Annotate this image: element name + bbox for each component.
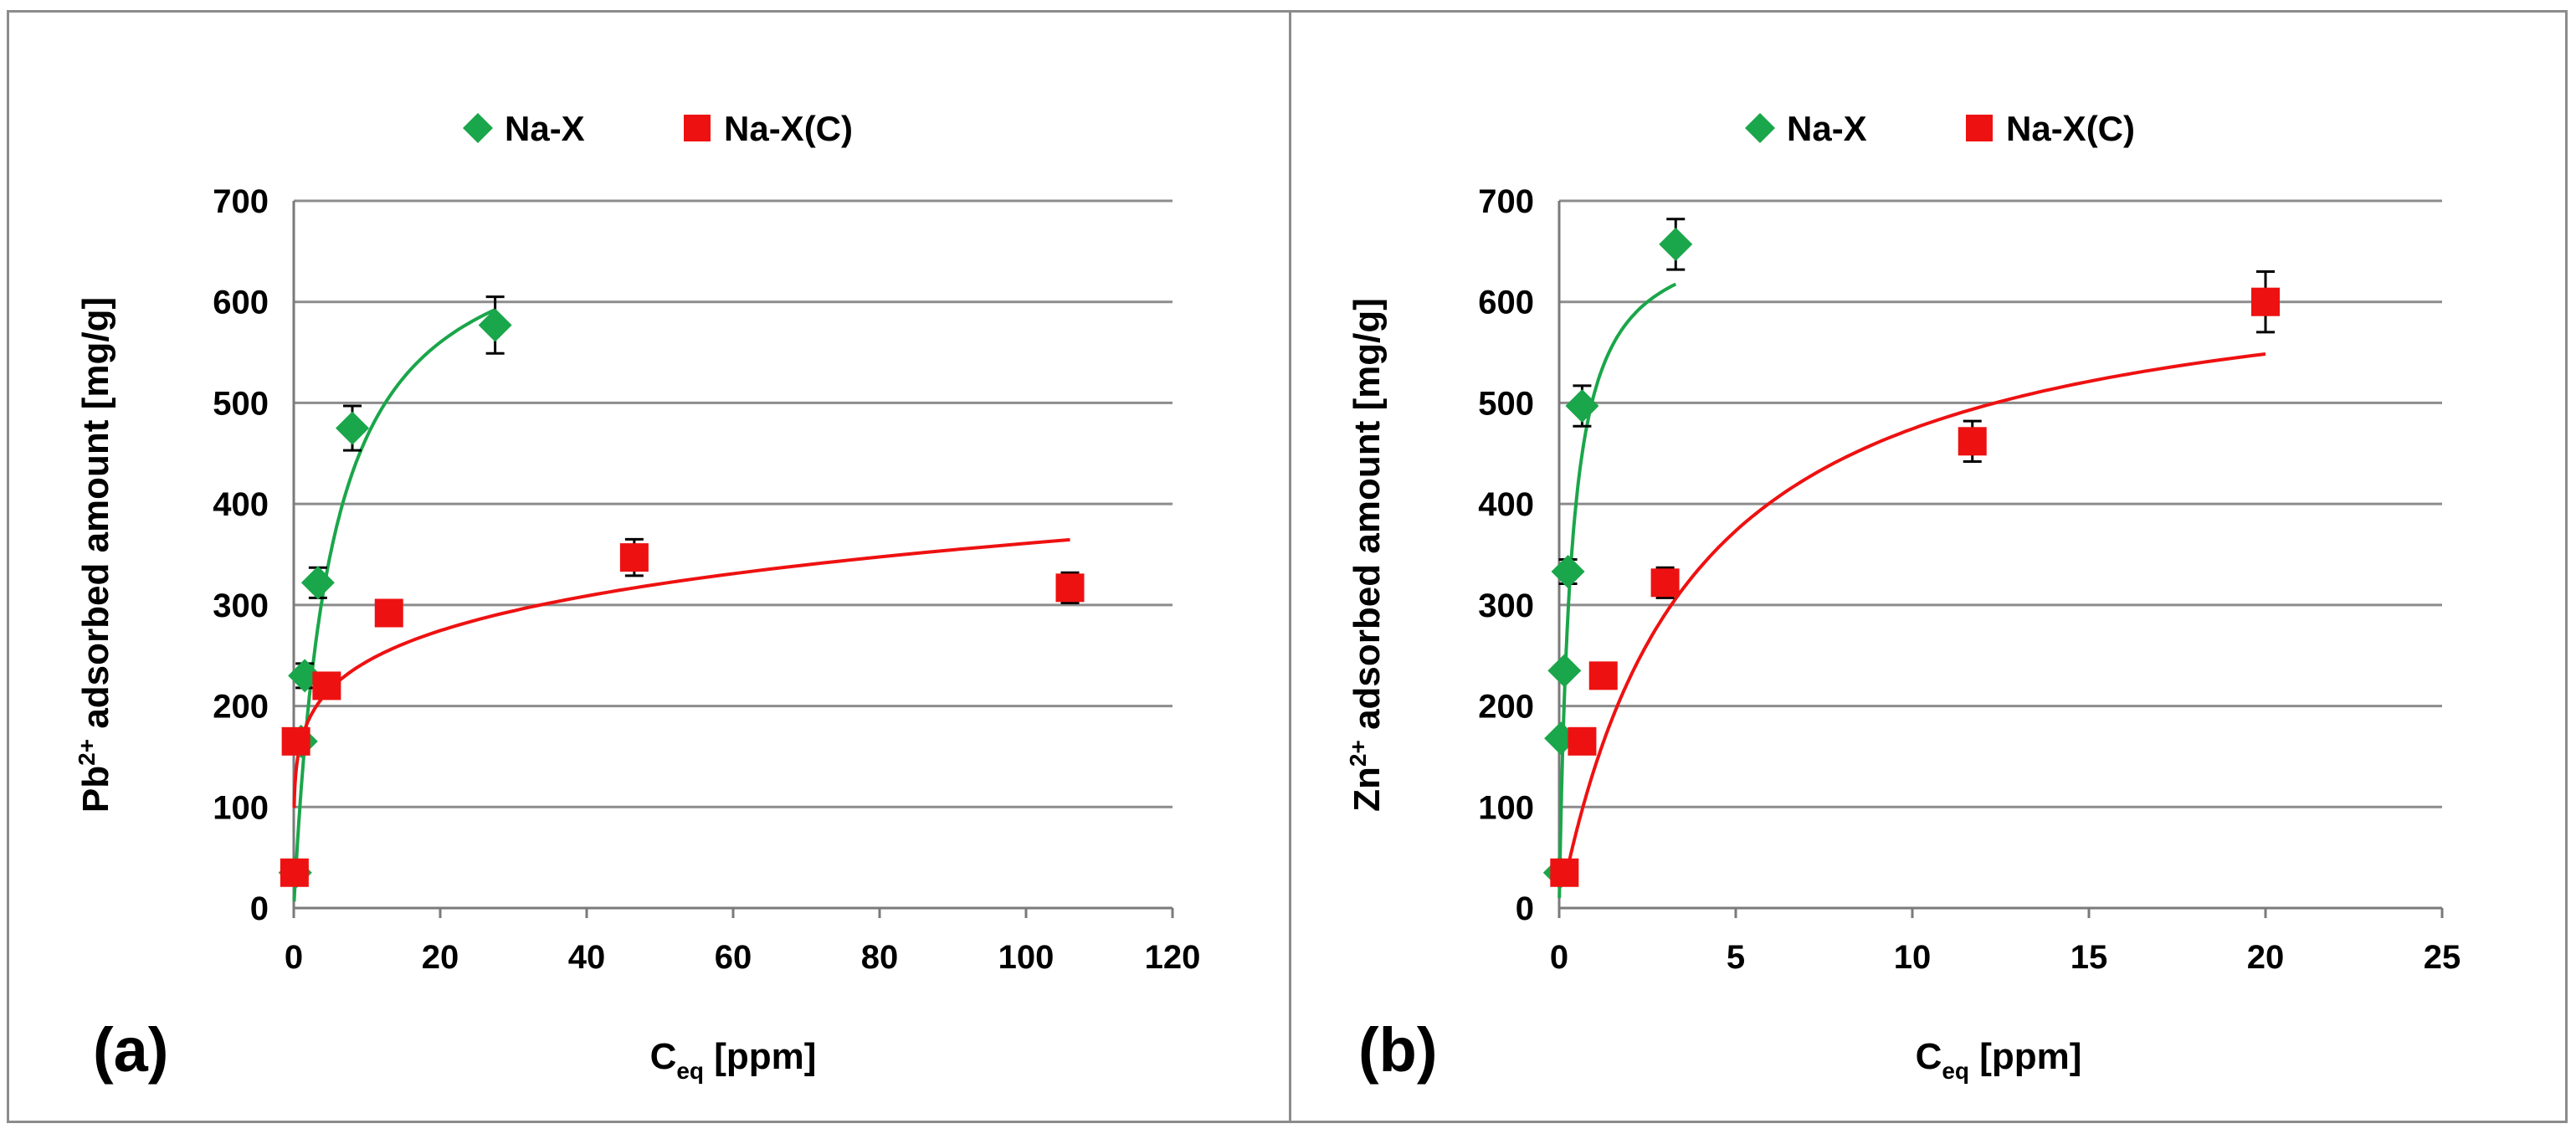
data-point-na-x-c [1958, 427, 1987, 456]
y-axis-title-charge: 2+ [1345, 740, 1371, 767]
y-tick-label: 700 [213, 183, 269, 220]
x-tick-label: 20 [422, 939, 459, 976]
y-tick-label: 100 [213, 789, 269, 826]
y-axis-title-ion: Pb [75, 766, 116, 813]
x-tick-label: 10 [1894, 939, 1932, 976]
data-point-na-x-c [1055, 573, 1085, 603]
panel-label: (a) [93, 1015, 168, 1085]
y-tick-label: 400 [1478, 486, 1534, 523]
y-axis-title-rest: adsorbed amount [mg/g] [1347, 298, 1388, 740]
legend-square-icon [684, 115, 711, 141]
legend-label-na-x: Na-X [505, 109, 585, 148]
y-axis-title-ion: Zn [1347, 767, 1388, 812]
y-tick-label: 400 [213, 486, 269, 523]
y-axis-title-charge: 2+ [74, 739, 100, 766]
y-tick-label: 300 [1478, 588, 1534, 624]
chart-a-svg: 0 100 200 300 400 500 600 700 0 20 40 60 80 100 120 Pb2… [74, 109, 1201, 1085]
data-point-na-x-c [312, 671, 341, 700]
x-axis-title-rest: [ppm] [704, 1036, 816, 1077]
y-tick-label: 700 [1478, 183, 1534, 220]
x-axis-title-rest: [ppm] [1969, 1036, 2081, 1077]
chart-panel-b: 0 100 200 300 400 500 600 700 0 5 10 15 20 25 Zn2+ ads… [1289, 10, 2568, 1123]
legend-label-na-x-c: Na-X(C) [2006, 109, 2135, 148]
y-tick-label: 200 [213, 689, 269, 726]
x-tick-label: 25 [2424, 939, 2461, 976]
data-point-na-x [1565, 389, 1599, 423]
x-tick-label: 0 [1550, 939, 1568, 976]
x-tick-label: 40 [568, 939, 606, 976]
data-point-na-x [478, 308, 512, 342]
fit-curve-na-x-c [1564, 352, 2266, 875]
y-axis-title: Zn2+ adsorbed amount [mg/g] [1345, 298, 1388, 812]
x-axis-title-sub: eq [1942, 1058, 1969, 1084]
legend-diamond-icon [463, 113, 493, 143]
y-axis-title-rest: adsorbed amount [mg/g] [75, 297, 116, 739]
data-point-na-x-c [374, 598, 403, 628]
legend-label-na-x: Na-X [1787, 109, 1867, 148]
x-tick-label: 5 [1727, 939, 1745, 976]
chart-panel-a: 0 100 200 300 400 500 600 700 0 20 40 60 80 100 120 Pb2… [7, 10, 1296, 1123]
x-axis-title-sub: eq [676, 1058, 704, 1084]
y-tick-label: 600 [213, 285, 269, 321]
x-axis-title: Ceq [ppm] [650, 1036, 817, 1084]
legend-label-na-x-c: Na-X(C) [724, 109, 853, 148]
y-tick-label: 300 [213, 588, 269, 624]
data-point-na-x-c [1588, 661, 1618, 690]
y-tick-label: 100 [1478, 789, 1534, 826]
data-point-na-x-c [2251, 287, 2280, 316]
data-point-na-x-c [1650, 568, 1680, 598]
data-point-na-x-c [281, 726, 310, 756]
data-point-na-x [336, 411, 369, 445]
y-tick-label: 500 [1478, 385, 1534, 422]
y-tick-label: 0 [250, 890, 269, 927]
data-point-na-x [300, 566, 335, 600]
data-point-na-x-c [280, 858, 309, 887]
data-point-na-x-c [619, 543, 649, 572]
x-axis-title-main: C [1916, 1036, 1942, 1077]
x-axis-title: Ceq [ppm] [1916, 1036, 2082, 1084]
x-tick-label: 0 [285, 939, 303, 976]
y-axis-title: Pb2+ adsorbed amount [mg/g] [74, 297, 116, 813]
y-tick-label: 200 [1478, 689, 1534, 726]
x-tick-label: 15 [2071, 939, 2108, 976]
y-tick-label: 600 [1478, 285, 1534, 321]
y-tick-label: 0 [1516, 890, 1534, 927]
data-point-na-x-c [1568, 726, 1597, 756]
data-point-na-x [1659, 227, 1693, 261]
x-tick-label: 100 [998, 939, 1055, 976]
legend-square-icon [1966, 115, 1993, 141]
x-tick-label: 60 [715, 939, 752, 976]
legend-diamond-icon [1745, 113, 1775, 143]
panel-label: (b) [1358, 1015, 1438, 1085]
x-tick-label: 120 [1145, 939, 1201, 976]
x-tick-label: 80 [861, 939, 899, 976]
x-axis-title-main: C [650, 1036, 677, 1077]
fit-curve-na-x-c [292, 537, 1070, 808]
data-point-na-x [1551, 555, 1585, 589]
data-point-na-x [1547, 654, 1582, 688]
x-tick-label: 20 [2247, 939, 2285, 976]
chart-b-svg: 0 100 200 300 400 500 600 700 0 5 10 15 20 25 Zn2+ ads… [1345, 109, 2461, 1085]
data-point-na-x-c [1550, 858, 1579, 887]
y-tick-label: 500 [213, 385, 269, 422]
